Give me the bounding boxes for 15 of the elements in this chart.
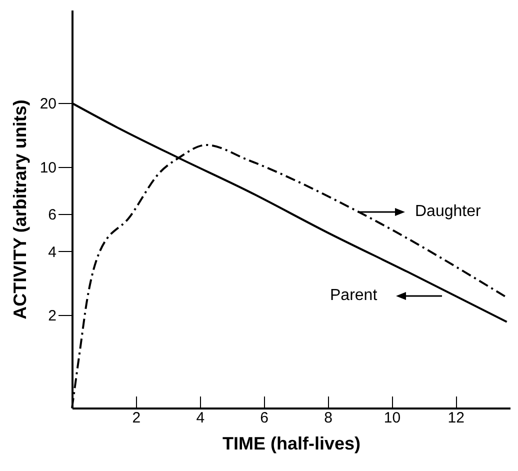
y-tick-label: 4 bbox=[48, 244, 56, 261]
x-tick-label: 4 bbox=[196, 410, 205, 426]
annotation: Daughter bbox=[415, 202, 481, 222]
y-tick-label: 2 bbox=[48, 308, 56, 325]
x-tick-label: 12 bbox=[448, 410, 464, 426]
x-tick-label: 6 bbox=[260, 410, 268, 426]
annotation: Parent bbox=[330, 286, 378, 306]
x-axis-title: TIME (half-lives) bbox=[222, 434, 361, 454]
x-tick-label: 10 bbox=[384, 410, 401, 426]
y-tick-label: 20 bbox=[40, 96, 56, 113]
x-tick-label: 8 bbox=[324, 410, 332, 426]
x-tick-label: 2 bbox=[132, 410, 141, 426]
y-axis-title: ACTIVITY (arbitrary units) bbox=[10, 100, 30, 320]
y-tick-label: 6 bbox=[48, 206, 56, 224]
y-tick-label: 10 bbox=[40, 159, 56, 176]
